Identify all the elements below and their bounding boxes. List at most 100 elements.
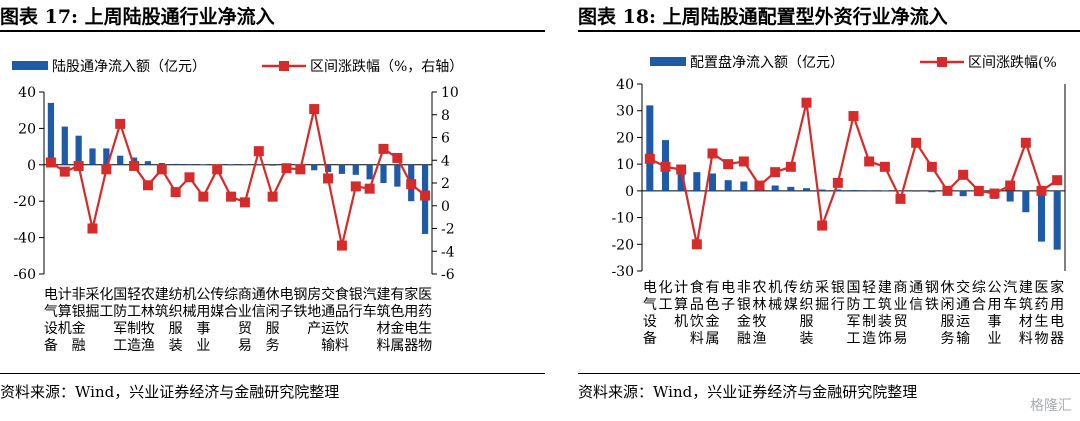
left-line-marker bbox=[364, 183, 375, 194]
right-category-label: 子 bbox=[721, 297, 735, 313]
left-right-tick-label: -6 bbox=[441, 267, 455, 283]
left-line-marker bbox=[129, 160, 140, 171]
right-bar bbox=[787, 186, 795, 191]
left-line-marker bbox=[378, 143, 389, 154]
left-category-label: 金 bbox=[390, 321, 404, 337]
right-line-marker bbox=[738, 156, 749, 167]
left-category-label: 用 bbox=[404, 304, 418, 320]
left-category-label: 铁 bbox=[293, 304, 307, 320]
right-category-label: 车 bbox=[1003, 296, 1017, 313]
right-category-label: 工 bbox=[862, 297, 876, 313]
right-bar bbox=[646, 105, 654, 191]
left-category-label: 防 bbox=[113, 304, 127, 320]
left-category-label: 工 bbox=[99, 304, 113, 320]
left-right-tick-label: 2 bbox=[441, 176, 450, 192]
right-legend-line-marker bbox=[937, 57, 947, 67]
right-line-marker bbox=[879, 161, 890, 172]
right-category-label: 机 bbox=[674, 314, 688, 330]
left-category-label: 国 bbox=[113, 287, 127, 303]
left-category-label: 建 bbox=[155, 287, 169, 303]
right-category-label: 信 bbox=[909, 297, 923, 313]
left-category-label: 计 bbox=[58, 287, 72, 303]
left-right-tick-label: -4 bbox=[441, 244, 455, 260]
right-bar bbox=[959, 190, 967, 197]
right-category-label: 轻 bbox=[862, 280, 876, 296]
right-left-tick-label: -30 bbox=[611, 264, 634, 280]
left-category-label: 械 bbox=[183, 304, 197, 320]
left-category-label: 筑 bbox=[377, 304, 391, 320]
left-bar bbox=[75, 135, 82, 165]
right-line-marker bbox=[644, 153, 655, 164]
right-category-label: 金 bbox=[706, 314, 720, 330]
right-category-label: 制 bbox=[862, 314, 876, 330]
right-line-marker bbox=[973, 185, 984, 196]
right-category-label: 设 bbox=[643, 314, 657, 330]
left-category-label: 房 bbox=[307, 287, 321, 303]
left-category-label: 色 bbox=[390, 303, 404, 320]
right-category-label: 公 bbox=[988, 280, 1002, 296]
right-category-label: 林 bbox=[753, 297, 767, 313]
right-legend-bar-label: 配置盘净流入额（亿元） bbox=[690, 54, 844, 71]
right-category-label: 渔 bbox=[753, 331, 767, 347]
right-category-label: 休 bbox=[941, 280, 955, 296]
right-bar bbox=[1053, 190, 1061, 250]
left-category-label: 设 bbox=[44, 321, 58, 337]
left-category-label: 算 bbox=[58, 304, 72, 320]
left-category-label: 通 bbox=[252, 287, 266, 303]
left-category-label: 子 bbox=[280, 304, 294, 320]
right-category-label: 家 bbox=[1050, 279, 1064, 296]
right-left-tick-label: 30 bbox=[616, 104, 634, 120]
left-left-tick-label: 20 bbox=[18, 121, 36, 137]
left-category-label: 制 bbox=[127, 321, 141, 337]
right-bar bbox=[740, 181, 748, 191]
left-chart: 陆股通净流入额（亿元） 区间涨跌幅（%，右轴）40200-20-40-601086… bbox=[12, 59, 463, 354]
left-category-label: 休 bbox=[266, 287, 280, 303]
right-category-label: 装 bbox=[878, 314, 892, 330]
left-line-marker bbox=[156, 164, 167, 175]
left-category-label: 筑 bbox=[155, 304, 169, 320]
left-line-marker bbox=[184, 172, 195, 183]
right-category-label: 品 bbox=[690, 297, 704, 313]
right-line-marker bbox=[785, 161, 796, 172]
left-bar bbox=[47, 102, 55, 165]
right-category-label: 色 bbox=[706, 296, 720, 313]
right-category-label: 采 bbox=[815, 280, 829, 296]
right-line-marker bbox=[989, 188, 1000, 199]
right-left-tick-label: 20 bbox=[616, 130, 634, 146]
left-bar bbox=[144, 161, 152, 165]
left-category-label: 业 bbox=[196, 338, 210, 354]
left-category-label: 非 bbox=[72, 287, 86, 303]
left-category-label: 物 bbox=[418, 338, 432, 354]
right-category-label: 运 bbox=[956, 314, 970, 330]
left-category-label: 信 bbox=[252, 304, 266, 320]
right-category-label: 工 bbox=[847, 331, 861, 347]
left-category-label: 传 bbox=[210, 287, 224, 303]
left-category-label: 易 bbox=[238, 338, 252, 354]
left-category-label: 掘 bbox=[86, 304, 100, 320]
left-category-label: 服 bbox=[266, 321, 280, 337]
left-line-marker bbox=[73, 160, 84, 171]
left-category-label: 交 bbox=[321, 286, 335, 303]
left-category-label: 工 bbox=[127, 304, 141, 320]
right-category-label: 建 bbox=[1019, 280, 1033, 296]
right-category-label: 药 bbox=[1035, 297, 1049, 313]
left-bar bbox=[172, 163, 179, 165]
right-category-label: 通 bbox=[909, 280, 923, 296]
left-category-label: 器 bbox=[404, 338, 418, 354]
left-legend-line-label: 区间涨跌幅（%，右轴） bbox=[310, 59, 463, 75]
right-category-label: 合 bbox=[972, 297, 986, 313]
left-bar bbox=[380, 164, 387, 183]
right-category-label: 服 bbox=[941, 314, 955, 330]
left-category-label: 家 bbox=[404, 286, 418, 303]
right-left-tick-label: 40 bbox=[616, 77, 634, 93]
left-category-label: 钢 bbox=[293, 287, 307, 303]
right-line-marker bbox=[1005, 180, 1016, 191]
left-line-marker bbox=[267, 191, 278, 202]
right-line-marker bbox=[660, 161, 671, 172]
right-category-label: 用 bbox=[988, 297, 1002, 313]
left-category-label: 银 bbox=[72, 304, 86, 320]
left-category-label: 事 bbox=[196, 321, 210, 337]
right-bar bbox=[928, 190, 936, 193]
left-right-tick-label: 8 bbox=[441, 108, 450, 124]
left-category-label: 食 bbox=[335, 286, 349, 303]
